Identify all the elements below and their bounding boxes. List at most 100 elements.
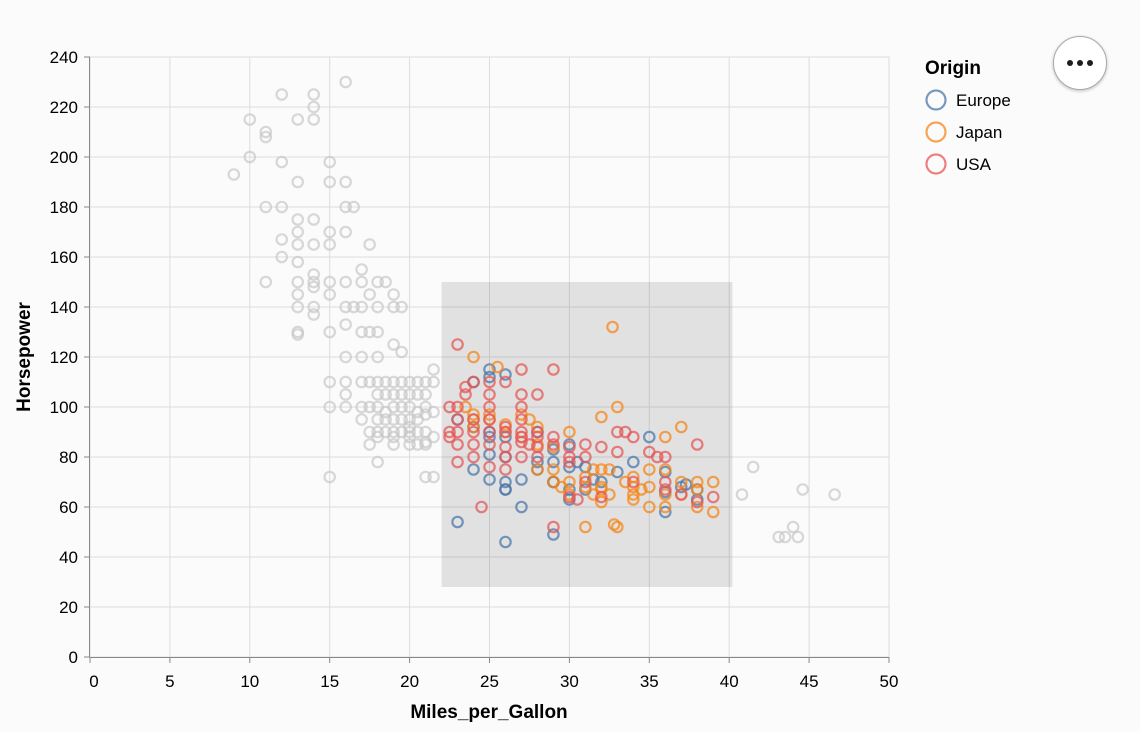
y-tick-label: 240 xyxy=(50,48,78,67)
legend-label-usa: USA xyxy=(956,155,992,174)
legend-symbol-europe xyxy=(925,89,947,111)
point-unselected xyxy=(395,400,408,414)
point-japan xyxy=(674,420,688,434)
x-tick-label: 15 xyxy=(320,672,339,691)
point-europe xyxy=(499,535,512,549)
point-japan xyxy=(579,480,592,494)
point-europe xyxy=(515,473,528,486)
point-unselected xyxy=(411,375,424,389)
point-japan xyxy=(595,410,608,424)
point-unselected xyxy=(291,213,305,226)
point-unselected xyxy=(403,425,416,439)
y-tick-label: 0 xyxy=(69,648,78,667)
point-japan xyxy=(563,475,576,489)
point-unselected xyxy=(323,225,336,239)
point-usa xyxy=(547,430,560,444)
point-unselected xyxy=(307,280,321,294)
point-unselected xyxy=(363,325,376,339)
point-unselected xyxy=(379,275,392,289)
point-japan xyxy=(635,483,648,496)
point-japan xyxy=(579,520,592,534)
x-tick-label: 0 xyxy=(89,672,98,691)
legend-label-europe: Europe xyxy=(956,91,1011,110)
point-unselected xyxy=(291,288,305,301)
x-tick-label: 5 xyxy=(165,672,174,691)
point-unselected xyxy=(363,238,376,251)
y-tick-label: 180 xyxy=(50,198,78,217)
point-usa xyxy=(443,400,456,414)
point-usa xyxy=(579,450,592,464)
point-unselected xyxy=(275,200,289,214)
point-japan xyxy=(607,518,621,531)
point-usa xyxy=(499,450,512,464)
brush-selection[interactable] xyxy=(441,282,733,587)
point-unselected xyxy=(371,425,384,439)
point-europe xyxy=(563,483,576,496)
point-unselected xyxy=(387,425,400,439)
point-unselected xyxy=(796,483,810,496)
point-usa xyxy=(483,460,496,474)
point-japan xyxy=(642,463,656,476)
point-europe xyxy=(499,483,512,496)
point-unselected xyxy=(427,405,440,419)
point-unselected xyxy=(371,375,384,389)
point-unselected xyxy=(323,275,336,289)
point-usa xyxy=(467,450,480,464)
point-japan xyxy=(459,400,472,414)
point-unselected xyxy=(387,388,400,401)
point-unselected xyxy=(419,408,432,421)
point-unselected xyxy=(323,175,336,189)
point-japan xyxy=(658,488,672,501)
point-unselected xyxy=(307,238,321,251)
point-usa xyxy=(467,438,480,451)
point-europe xyxy=(642,430,656,444)
point-unselected xyxy=(259,200,273,214)
legend-symbol-usa xyxy=(925,153,947,175)
point-usa xyxy=(467,413,480,426)
point-unselected xyxy=(323,288,336,301)
point-usa xyxy=(579,475,592,489)
point-usa xyxy=(658,450,672,464)
point-unselected xyxy=(395,300,408,314)
point-japan xyxy=(491,360,504,374)
point-europe xyxy=(483,370,496,384)
x-tick-label: 40 xyxy=(720,672,739,691)
point-unselected xyxy=(427,470,440,484)
point-usa xyxy=(571,493,584,506)
point-unselected xyxy=(363,375,376,389)
more-actions-button[interactable] xyxy=(1053,36,1107,90)
point-usa xyxy=(483,388,496,401)
point-usa xyxy=(483,375,496,389)
point-unselected xyxy=(355,300,368,314)
point-japan xyxy=(547,463,560,476)
point-unselected xyxy=(227,168,241,181)
point-usa xyxy=(706,490,720,504)
point-unselected xyxy=(291,238,305,251)
x-tick-label: 35 xyxy=(640,672,659,691)
x-tick-label: 50 xyxy=(880,672,899,691)
point-usa xyxy=(475,500,488,514)
point-japan xyxy=(642,480,656,494)
point-usa xyxy=(451,338,464,351)
point-japan xyxy=(523,413,536,426)
point-europe xyxy=(483,473,496,486)
point-usa xyxy=(563,455,576,469)
point-unselected xyxy=(735,488,749,501)
point-unselected xyxy=(371,455,384,469)
point-unselected xyxy=(828,488,841,501)
point-unselected xyxy=(387,288,400,301)
point-usa xyxy=(443,425,456,439)
x-tick-label: 25 xyxy=(480,672,499,691)
point-unselected xyxy=(347,300,360,314)
point-europe xyxy=(658,505,672,519)
point-unselected xyxy=(243,113,257,126)
point-unselected xyxy=(339,200,352,214)
point-unselected xyxy=(355,275,368,289)
point-unselected xyxy=(339,300,352,314)
point-unselected xyxy=(307,113,321,126)
point-japan xyxy=(690,475,704,489)
point-usa xyxy=(690,495,704,509)
point-unselected xyxy=(772,530,786,544)
point-japan xyxy=(627,493,640,506)
point-japan xyxy=(467,350,480,364)
